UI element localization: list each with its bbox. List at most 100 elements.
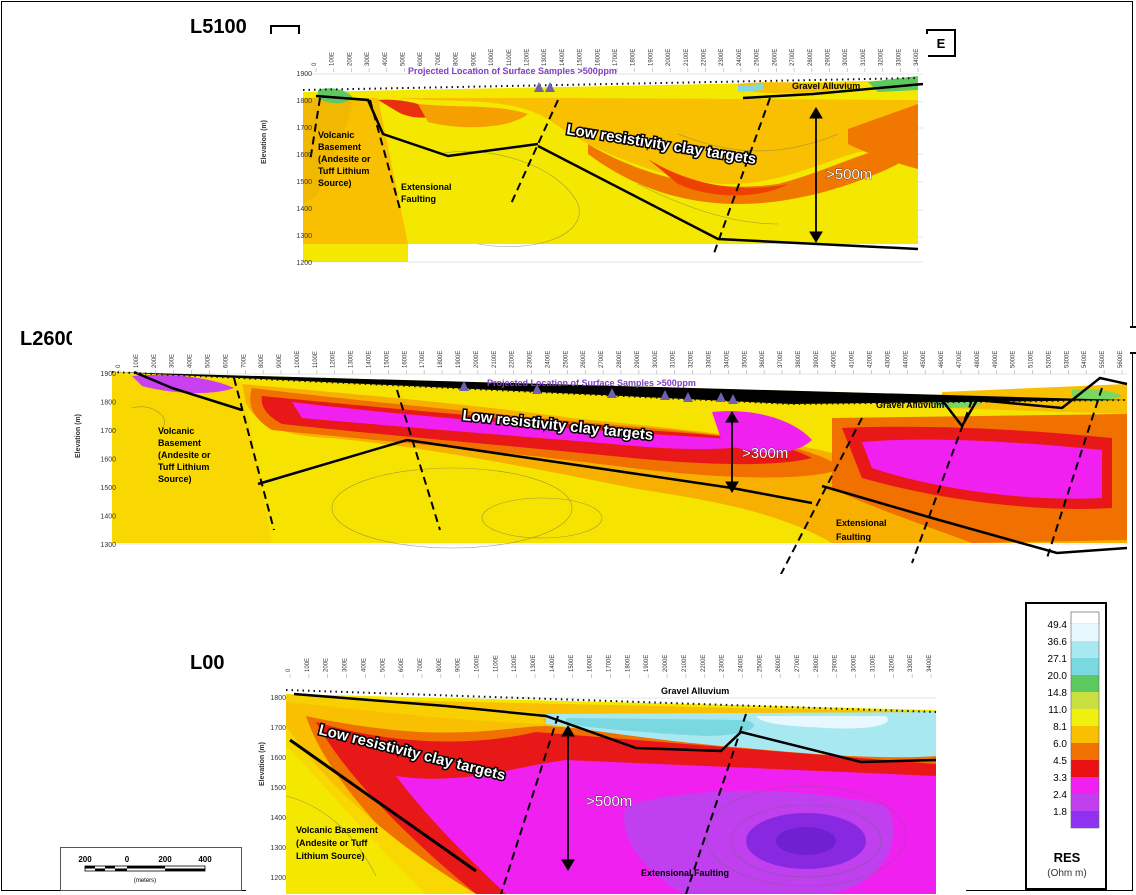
station-label: 400E [188, 354, 194, 368]
station-label: 1000E [295, 351, 301, 368]
legend-swatch [1071, 624, 1099, 641]
station-label: 2900E [825, 49, 831, 66]
legend-value: 8.1 [1053, 722, 1067, 733]
station-label: 1500E [384, 351, 390, 368]
station-label: 2300E [719, 49, 725, 66]
sample-triangle [683, 392, 693, 402]
station-label: 2500E [757, 655, 763, 672]
station-label: 900E [277, 354, 283, 368]
station-label: 2300E [528, 351, 534, 368]
resistivity-section-l00: Elevation (m) 1800 1700 1600 1500 1400 1300 12… [246, 636, 966, 894]
station-label: 2900E [833, 655, 839, 672]
interpreted-structure-l00 [289, 692, 937, 894]
station-label: 1400E [550, 655, 556, 672]
station-label: 4100E [850, 351, 856, 368]
station-label: 1100E [493, 655, 499, 672]
station-label: 300E [343, 658, 349, 672]
station-label: 900E [471, 52, 477, 66]
station-label: 2100E [492, 351, 498, 368]
elevation-tick-label: 1700 [296, 125, 312, 132]
elevation-tick-label: 1400 [296, 206, 312, 213]
station-label: 700E [241, 354, 247, 368]
station-label: 3400E [927, 655, 933, 672]
svg-text:Volcanic: Volcanic [158, 426, 194, 436]
station-label: 2000E [474, 351, 480, 368]
station-label: 0 [312, 62, 318, 66]
sample-triangle [660, 390, 670, 400]
station-label: 2200E [702, 49, 708, 66]
station-label: 600E [399, 658, 405, 672]
resistivity-legend: 49.4 36.6 27.1 20.0 14.8 11.0 8.1 6.0 4.5 3.3 2.4 1… [1025, 602, 1107, 890]
svg-text:Basement: Basement [318, 142, 361, 152]
surface-stations-l00 [285, 689, 937, 713]
station-label: 2200E [510, 351, 516, 368]
station-label: 2500E [563, 351, 569, 368]
station-label: 400E [361, 658, 367, 672]
station-label: 3000E [653, 351, 659, 368]
gravel-label-l2600: Gravel Alluvium [876, 400, 944, 410]
faulting-label-l2600: Extensional Faulting [836, 518, 887, 542]
station-label: 1900E [644, 655, 650, 672]
station-label: 3800E [796, 351, 802, 368]
station-label: 5000E [1011, 351, 1017, 368]
legend-swatch [1071, 709, 1099, 726]
elevation-tick-label: 1400 [100, 514, 116, 521]
section-title-l2600: L2600 [20, 328, 77, 350]
elevation-tick-label: 1300 [100, 542, 116, 549]
station-label: 3600E [760, 351, 766, 368]
station-label: 1900E [456, 351, 462, 368]
station-label: 1600E [402, 351, 408, 368]
legend-value: 2.4 [1053, 790, 1067, 801]
station-label: 1100E [507, 49, 513, 66]
elevation-tick-label: 1300 [296, 233, 312, 240]
station-label: 4400E [903, 351, 909, 368]
station-label: 2400E [737, 49, 743, 66]
station-label: 2700E [599, 351, 605, 368]
station-label: 2800E [808, 49, 814, 66]
station-label: 0 [116, 364, 122, 368]
station-label: 2400E [545, 351, 551, 368]
station-label: 2000E [666, 49, 672, 66]
station-label: 3300E [706, 351, 712, 368]
scale-label: 0 [125, 855, 130, 864]
elevation-tick-label: 1200 [270, 875, 286, 882]
elevation-tick-label: 1700 [270, 725, 286, 732]
station-label: 1000E [475, 655, 481, 672]
station-label: 1200E [512, 655, 518, 672]
station-label: 2600E [772, 49, 778, 66]
legend-swatch [1071, 675, 1099, 692]
station-label: 1500E [578, 49, 584, 66]
station-label: 3100E [671, 351, 677, 368]
station-label: 200E [324, 658, 330, 672]
svg-text:Lithium Source): Lithium Source) [296, 851, 365, 861]
legend-swatch [1071, 760, 1099, 777]
station-label: 2600E [776, 655, 782, 672]
station-label: 0 [286, 668, 292, 672]
station-label: 5200E [1046, 351, 1052, 368]
scale-bar: 200 0 200 400 (meters) [60, 847, 242, 891]
station-label: 500E [380, 658, 386, 672]
station-label: 3400E [724, 351, 730, 368]
legend-swatch [1071, 777, 1099, 794]
sample-triangle [532, 384, 542, 394]
scale-units: (meters) [134, 878, 156, 884]
sample-triangle [545, 82, 555, 92]
volcanic-label-l5100: Volcanic Basement (Andesite or Tuff Lith… [318, 130, 371, 188]
legend-value: 11.0 [1048, 705, 1067, 716]
scale-label: 400 [198, 855, 212, 864]
legend-value: 49.4 [1048, 620, 1068, 631]
faulting-label-l00: Extensional Faulting [641, 868, 729, 878]
station-label: 1000E [489, 49, 495, 66]
station-label: 2100E [684, 49, 690, 66]
station-label: 700E [418, 658, 424, 672]
station-label: 800E [454, 52, 460, 66]
station-label: 4700E [957, 351, 963, 368]
station-label: 2100E [682, 655, 688, 672]
station-label: 5400E [1082, 351, 1088, 368]
scale-label: 200 [158, 855, 172, 864]
station-label: 3300E [896, 49, 902, 66]
elevation-tick-label: 1300 [270, 845, 286, 852]
station-label: 1500E [569, 655, 575, 672]
scale-bar-blocks [84, 865, 206, 872]
station-label: 2800E [814, 655, 820, 672]
